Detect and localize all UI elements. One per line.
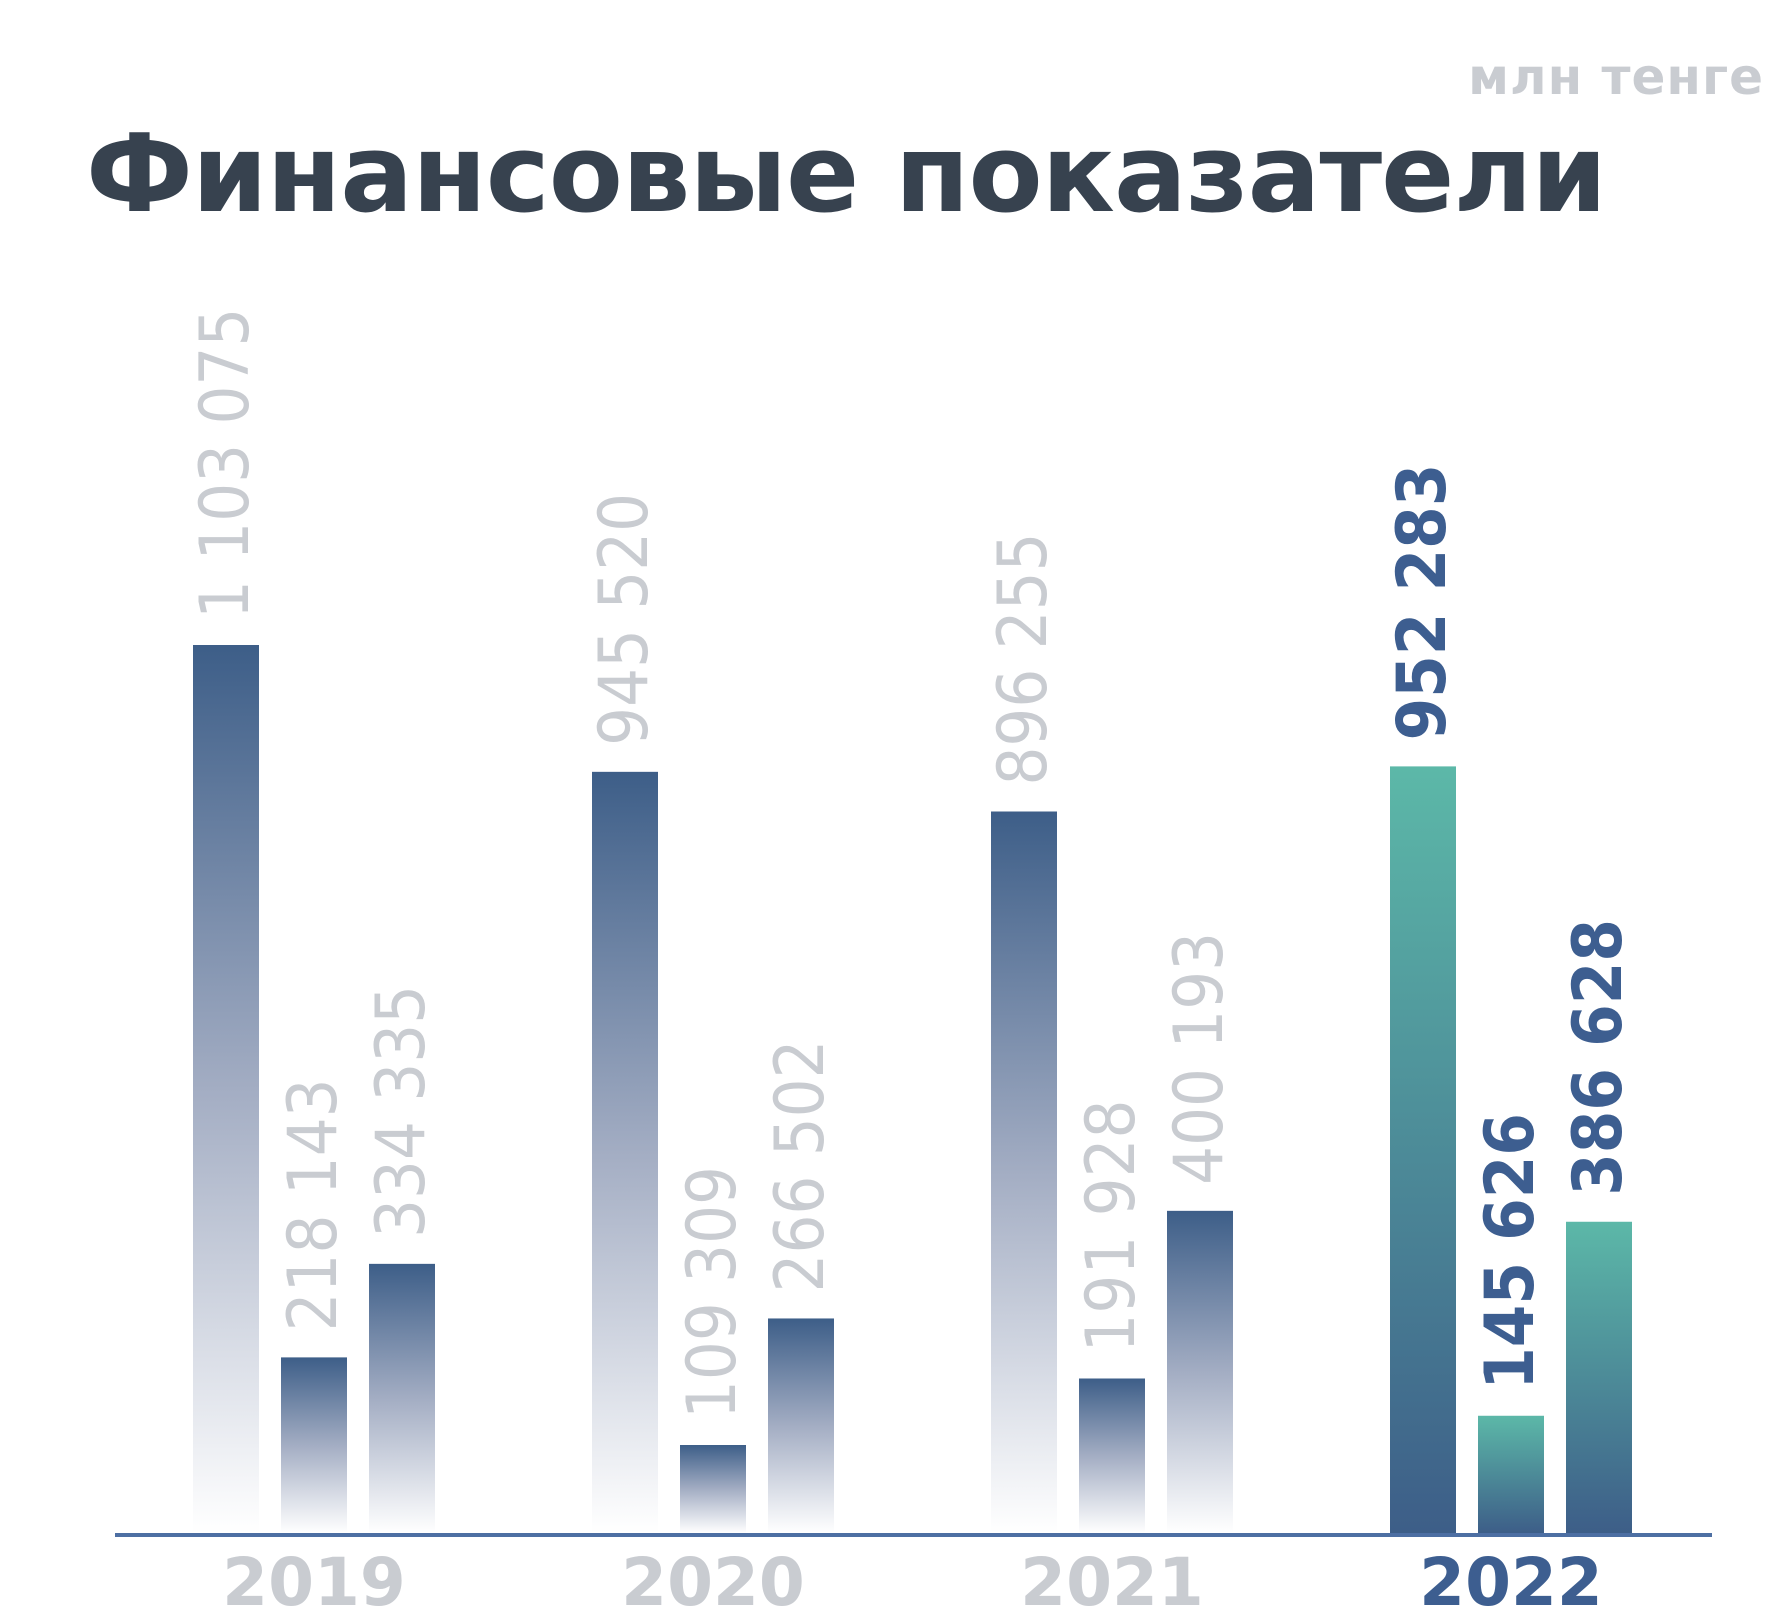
value-label-2021-3: 400 193 — [1160, 932, 1239, 1185]
x-tick-label-2019: 2019 — [222, 1544, 406, 1613]
bar-2019-3 — [369, 1263, 435, 1533]
bar-2020-1 — [592, 771, 658, 1533]
bar-2021-3 — [1167, 1210, 1233, 1533]
bar-2019-2 — [281, 1357, 347, 1533]
bars-layer — [193, 645, 1632, 1533]
x-tick-label-2022: 2022 — [1419, 1544, 1603, 1613]
bar-2021-1 — [991, 811, 1057, 1533]
value-label-2019-1: 1 103 075 — [186, 308, 265, 619]
value-label-2020-1: 945 520 — [585, 493, 664, 746]
x-tick-label-2020: 2020 — [621, 1544, 805, 1613]
value-label-2019-3: 334 335 — [362, 985, 441, 1238]
x-tick-label-2021: 2021 — [1020, 1544, 1204, 1613]
bar-2022-2 — [1478, 1415, 1544, 1533]
value-label-2021-2: 191 928 — [1072, 1100, 1151, 1353]
bar-2020-3 — [768, 1318, 834, 1533]
unit-label: млн тенге — [1468, 48, 1764, 106]
value-label-2021-1: 896 255 — [984, 533, 1063, 786]
bar-2022-3 — [1566, 1221, 1632, 1533]
value-label-2022-1: 952 283 — [1383, 464, 1462, 741]
value-label-2020-3: 266 502 — [761, 1040, 840, 1293]
value-label-2022-3: 386 628 — [1559, 919, 1638, 1196]
bar-2020-2 — [680, 1445, 746, 1533]
value-label-2019-2: 218 143 — [274, 1078, 353, 1331]
value-label-2022-2: 145 626 — [1471, 1113, 1550, 1390]
bar-2021-2 — [1079, 1378, 1145, 1533]
value-labels-layer: 1 103 075 218 143 334 335 945 520 109 309266… — [186, 308, 1638, 1419]
year-labels-layer: 2019 2020 2021 2022 — [222, 1544, 1603, 1613]
value-label-2020-2: 109 309 — [673, 1166, 752, 1419]
bar-2022-1 — [1390, 766, 1456, 1533]
bar-2019-1 — [193, 645, 259, 1533]
chart-title: Финансовые показатели — [85, 112, 1607, 237]
